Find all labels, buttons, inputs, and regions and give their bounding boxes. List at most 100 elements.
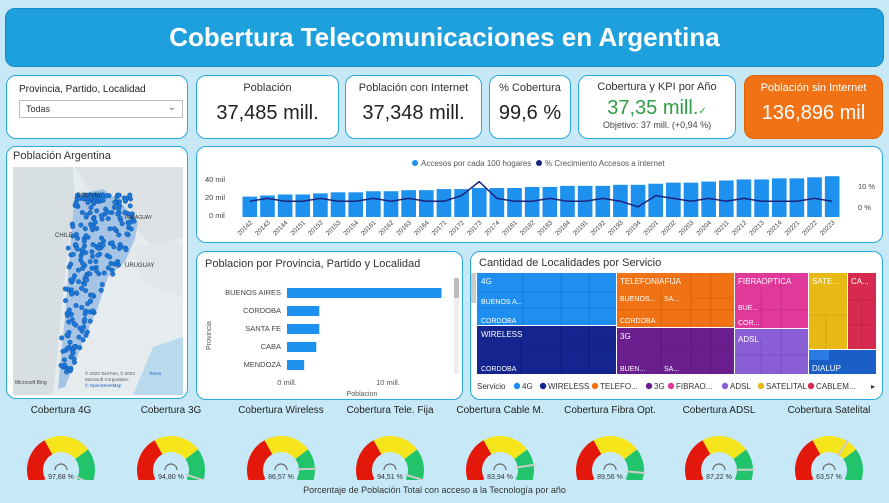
access-bar[interactable] [824,176,840,217]
population-dot[interactable] [58,362,64,368]
legend-label[interactable]: WIRELESS [548,382,589,391]
scrollbar-thumb[interactable] [471,273,476,303]
population-dot[interactable] [83,192,89,198]
treemap-cell-telefonia-fija[interactable]: TELEFONIAFIJA BUENOS... SA... CORDOBA [617,273,734,327]
access-bar[interactable] [666,182,681,217]
treemap-cell-3g[interactable]: 3G BUEN... SA... [617,328,734,374]
population-dot[interactable] [107,254,113,260]
population-dot[interactable] [98,235,104,241]
access-bar[interactable] [701,181,716,217]
access-bar[interactable] [454,189,469,217]
population-dot[interactable] [94,208,100,214]
population-dot[interactable] [117,215,123,221]
population-dot[interactable] [68,311,74,317]
access-bar[interactable] [401,190,416,217]
population-dot[interactable] [81,238,87,244]
population-dot[interactable] [115,211,121,217]
population-dot[interactable] [84,212,90,218]
population-dot[interactable] [73,231,79,237]
access-bar[interactable] [348,192,364,217]
population-dot[interactable] [81,281,87,287]
population-bar[interactable] [287,360,305,370]
population-dot[interactable] [95,252,101,258]
population-dot[interactable] [93,268,99,274]
legend-label[interactable]: FIBRAO... [676,382,712,391]
population-dot[interactable] [70,223,76,229]
population-dot[interactable] [126,221,132,227]
population-dot[interactable] [61,357,67,363]
population-dot[interactable] [91,199,97,205]
population-dot[interactable] [116,245,122,251]
access-bar[interactable] [542,186,558,217]
legend-label[interactable]: 4G [522,382,533,391]
scrollbar-thumb[interactable] [454,278,459,298]
population-dot[interactable] [68,287,74,293]
location-select[interactable]: Todas ⌄ [19,100,183,118]
population-dot[interactable] [129,211,135,217]
population-dot[interactable] [87,298,93,304]
population-dot[interactable] [90,292,96,298]
population-dot[interactable] [105,209,111,215]
population-dot[interactable] [107,226,113,232]
treemap-cell-dialup[interactable]: DIALUP [809,350,876,374]
population-bar[interactable] [287,324,320,334]
treemap-cell-wireless[interactable]: WIRELESS CORDOBA [477,326,616,374]
population-dot[interactable] [115,259,121,265]
population-dot[interactable] [100,242,106,248]
access-bar[interactable] [807,177,822,217]
population-dot[interactable] [90,308,96,314]
population-dot[interactable] [100,196,106,202]
population-dot[interactable] [76,334,82,340]
population-dot[interactable] [123,247,129,253]
population-dot[interactable] [89,249,95,255]
population-dot[interactable] [84,277,90,283]
population-dot[interactable] [76,279,82,285]
population-dot[interactable] [117,203,123,209]
access-bar[interactable] [366,191,381,217]
access-bar[interactable] [436,189,452,217]
population-dot[interactable] [92,219,98,225]
population-dot[interactable] [74,246,80,252]
access-bar[interactable] [313,193,328,217]
access-bar[interactable] [718,180,734,217]
population-dot[interactable] [82,226,88,232]
population-dot[interactable] [79,285,85,291]
treemap-cell-cablemodem[interactable]: CA... [848,273,876,349]
population-dot[interactable] [111,226,117,232]
population-dot[interactable] [66,319,72,325]
population-dot[interactable] [66,307,72,313]
population-dot[interactable] [60,348,66,354]
population-dot[interactable] [63,298,69,304]
access-bar[interactable] [683,182,699,217]
population-dot[interactable] [122,210,128,216]
population-dot[interactable] [87,271,93,277]
legend-label[interactable]: TELEFO... [600,382,638,391]
access-bar[interactable] [471,188,487,217]
population-dot[interactable] [88,221,94,227]
population-dot[interactable] [124,231,130,237]
population-dot[interactable] [83,308,89,314]
population-dot[interactable] [119,221,125,227]
population-dot[interactable] [70,276,76,282]
population-dot[interactable] [89,265,95,271]
access-bar[interactable] [507,188,522,217]
population-dot[interactable] [87,210,93,216]
population-dot[interactable] [74,290,80,296]
access-bar[interactable] [754,179,769,217]
population-dot[interactable] [88,205,94,211]
population-dot[interactable] [65,245,71,251]
population-dot[interactable] [112,199,118,205]
access-bar[interactable] [648,183,664,217]
population-dot[interactable] [78,257,84,263]
access-bar[interactable] [260,195,275,217]
population-dot[interactable] [131,218,137,224]
population-dot[interactable] [70,251,76,257]
population-dot[interactable] [81,324,87,330]
access-bar[interactable] [277,194,293,217]
population-dot[interactable] [105,216,111,222]
population-dot[interactable] [80,337,86,343]
access-bar[interactable] [418,190,434,217]
population-bar[interactable] [287,288,442,298]
population-dot[interactable] [109,267,115,273]
population-dot[interactable] [62,286,68,292]
